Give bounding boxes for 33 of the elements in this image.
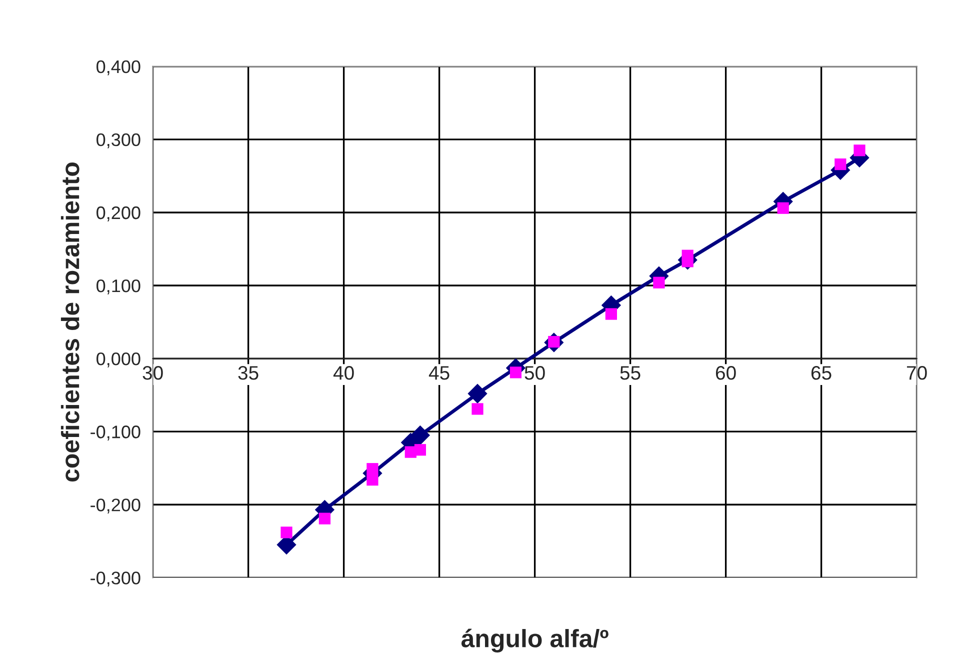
y-axis-title: coeficientes de rozamiento xyxy=(60,162,80,482)
point xyxy=(605,308,618,320)
y-tick-label: -0,100 xyxy=(90,426,140,440)
point xyxy=(777,202,789,214)
point xyxy=(510,366,522,378)
point xyxy=(414,444,426,456)
y-tick-label: 0,400 xyxy=(96,60,140,76)
y-tick-label: 0,200 xyxy=(96,206,140,222)
x-tick-label: 40 xyxy=(333,366,354,380)
x-axis-title: ángulo alfa/º xyxy=(461,628,608,652)
x-tick-label: 65 xyxy=(811,366,832,380)
point xyxy=(318,512,331,524)
point xyxy=(366,474,378,486)
point xyxy=(366,463,378,475)
x-tick-label: 60 xyxy=(716,366,736,380)
point xyxy=(854,144,866,156)
point xyxy=(653,276,665,288)
point xyxy=(834,158,846,170)
y-tick-label: -0,300 xyxy=(90,572,140,587)
y-tick-label: 0,000 xyxy=(96,352,140,368)
y-tick-label: 0,100 xyxy=(96,279,140,294)
x-tick-label: 45 xyxy=(428,366,450,380)
x-tick-label: 50 xyxy=(524,366,545,380)
y-tick-label: -0,200 xyxy=(90,498,140,514)
point xyxy=(280,526,292,538)
x-tick-label: 70 xyxy=(906,366,927,380)
x-tick-label: 35 xyxy=(238,366,258,380)
point xyxy=(468,384,488,404)
x-tick-label: 55 xyxy=(620,366,640,380)
x-tick-label: 30 xyxy=(142,366,163,380)
y-tick-label: 0,300 xyxy=(96,133,140,148)
point xyxy=(410,426,430,445)
point xyxy=(472,403,484,415)
